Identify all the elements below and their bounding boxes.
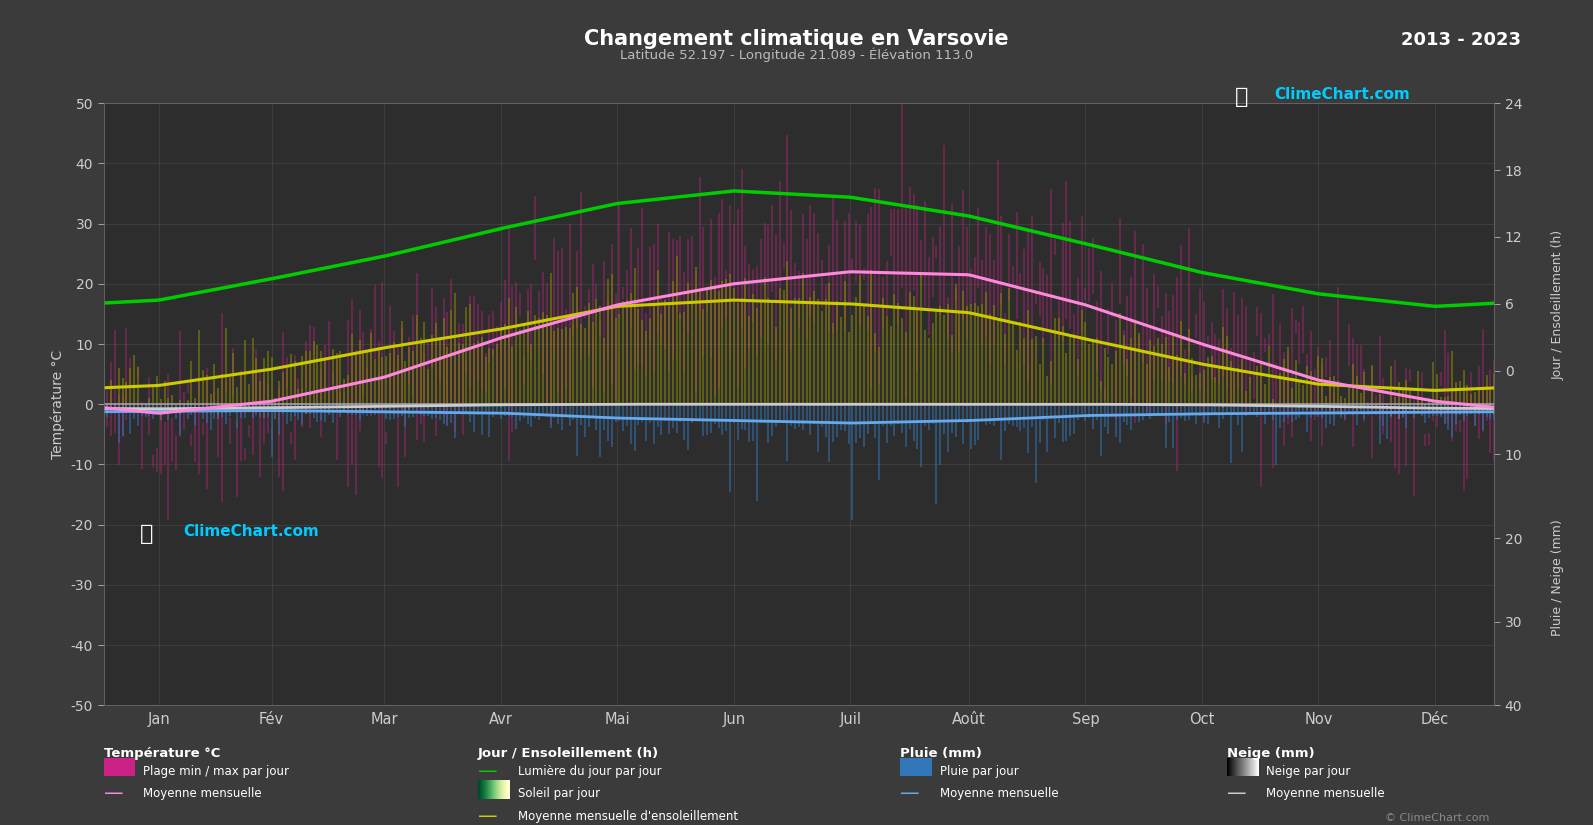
Text: ClimeChart.com: ClimeChart.com (1274, 87, 1410, 101)
Text: Pluie par jour: Pluie par jour (940, 765, 1018, 778)
Y-axis label: Température °C: Température °C (51, 350, 65, 459)
Text: —: — (104, 784, 123, 804)
Text: 🌐: 🌐 (140, 524, 153, 544)
Text: —: — (900, 784, 919, 804)
Text: Latitude 52.197 - Longitude 21.089 - Élévation 113.0: Latitude 52.197 - Longitude 21.089 - Élé… (620, 47, 973, 62)
Text: Neige par jour: Neige par jour (1266, 765, 1351, 778)
Text: —: — (478, 761, 497, 781)
Text: Lumière du jour par jour: Lumière du jour par jour (518, 765, 661, 778)
Text: Pluie / Neige (mm): Pluie / Neige (mm) (1552, 519, 1564, 636)
Text: Moyenne mensuelle: Moyenne mensuelle (940, 787, 1058, 800)
Text: Moyenne mensuelle d'ensoleillement: Moyenne mensuelle d'ensoleillement (518, 810, 738, 823)
Text: © ClimeChart.com: © ClimeChart.com (1384, 813, 1489, 823)
Text: 2013 - 2023: 2013 - 2023 (1402, 31, 1521, 50)
Text: ClimeChart.com: ClimeChart.com (183, 524, 319, 539)
Text: Moyenne mensuelle: Moyenne mensuelle (1266, 787, 1384, 800)
Text: 🌐: 🌐 (1235, 87, 1247, 106)
Text: Température °C: Température °C (104, 747, 220, 760)
Text: Moyenne mensuelle: Moyenne mensuelle (143, 787, 261, 800)
Text: Jour / Ensoleillement (h): Jour / Ensoleillement (h) (478, 747, 660, 760)
Text: —: — (478, 807, 497, 825)
Text: —: — (1227, 784, 1246, 804)
Text: Changement climatique en Varsovie: Changement climatique en Varsovie (585, 29, 1008, 49)
Text: Plage min / max par jour: Plage min / max par jour (143, 765, 290, 778)
Text: Pluie (mm): Pluie (mm) (900, 747, 981, 760)
Text: Neige (mm): Neige (mm) (1227, 747, 1314, 760)
Text: Soleil par jour: Soleil par jour (518, 787, 601, 800)
Text: Jour / Ensoleillement (h): Jour / Ensoleillement (h) (1552, 230, 1564, 380)
